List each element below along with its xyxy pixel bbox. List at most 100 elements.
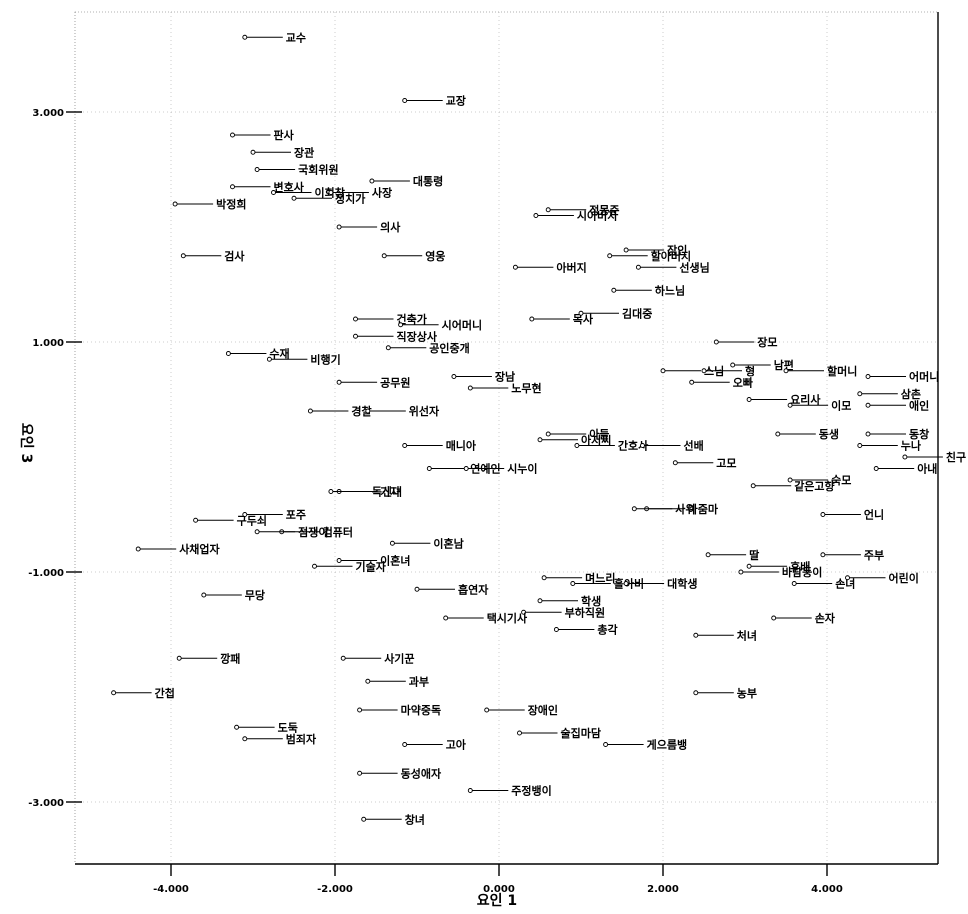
point-marker bbox=[353, 333, 358, 339]
x-tick-label: 0.000 bbox=[483, 884, 515, 895]
point-marker bbox=[771, 615, 777, 621]
data-point: 처녀 bbox=[693, 628, 757, 642]
x-tick-label: -4.000 bbox=[153, 884, 189, 895]
point-marker bbox=[623, 247, 629, 253]
data-point: 시누이 bbox=[463, 462, 538, 476]
point-label: 건축가 bbox=[397, 312, 427, 326]
point-marker bbox=[307, 408, 313, 414]
data-point: 형 bbox=[701, 364, 755, 378]
point-label: 누나 bbox=[901, 439, 921, 453]
point-label: 경찰 bbox=[351, 404, 371, 418]
point-marker bbox=[746, 563, 752, 569]
point-marker bbox=[328, 489, 334, 494]
point-label: 위선자 bbox=[409, 404, 440, 418]
point-marker bbox=[820, 512, 826, 517]
point-label: 딸 bbox=[749, 548, 759, 562]
data-point: 삼촌 bbox=[857, 387, 921, 401]
data-point: 정치가 bbox=[291, 191, 365, 205]
data-point: 손녀 bbox=[791, 577, 855, 591]
point-marker bbox=[820, 552, 826, 558]
data-point: 아들 bbox=[545, 427, 609, 441]
point-marker bbox=[603, 742, 609, 747]
data-point: 장애인 bbox=[484, 703, 558, 717]
point-marker bbox=[242, 34, 248, 40]
point-marker bbox=[402, 742, 408, 747]
point-marker bbox=[631, 506, 637, 512]
point-marker bbox=[467, 385, 473, 391]
point-label: 고아 bbox=[446, 738, 467, 752]
data-point: 건축가 bbox=[353, 312, 427, 326]
data-point: 고아 bbox=[402, 738, 467, 752]
point-marker bbox=[180, 253, 186, 259]
point-marker bbox=[902, 454, 908, 460]
data-point: 할아버지 bbox=[607, 249, 691, 263]
data-point: 무당 bbox=[201, 588, 265, 602]
point-marker bbox=[574, 443, 580, 448]
data-point: 하느님 bbox=[611, 283, 685, 297]
y-axis-label: 요인 3 bbox=[18, 423, 35, 463]
point-marker bbox=[693, 632, 699, 638]
point-label: 애인 bbox=[909, 398, 929, 412]
point-marker bbox=[242, 512, 248, 517]
point-marker bbox=[750, 483, 756, 489]
point-marker bbox=[414, 586, 420, 592]
point-label: 기자 bbox=[380, 485, 401, 499]
point-label: 할아버지 bbox=[651, 249, 691, 263]
data-point: 고모 bbox=[672, 457, 737, 470]
data-point: 포주 bbox=[242, 509, 306, 522]
data-point: 직장상사 bbox=[353, 329, 438, 343]
point-label: 포주 bbox=[286, 509, 306, 522]
point-label: 사위 bbox=[675, 502, 695, 516]
point-marker bbox=[250, 149, 256, 155]
point-label: 아내 bbox=[917, 462, 937, 476]
point-marker bbox=[242, 736, 248, 742]
point-marker bbox=[230, 184, 235, 190]
data-point: 김대중 bbox=[578, 306, 652, 320]
data-point: 할머니 bbox=[783, 364, 857, 378]
point-marker bbox=[746, 397, 752, 402]
point-marker bbox=[672, 460, 678, 466]
point-label: 동성애자 bbox=[401, 766, 442, 780]
point-marker bbox=[611, 287, 617, 293]
data-point: 대학생 bbox=[623, 577, 697, 591]
data-point: 술집마담 bbox=[517, 726, 601, 740]
point-label: 대학생 bbox=[667, 577, 697, 591]
point-marker bbox=[291, 195, 297, 201]
point-label: 총각 bbox=[597, 623, 617, 637]
point-label: 도둑 bbox=[278, 721, 298, 734]
data-point: 도둑 bbox=[234, 721, 298, 734]
data-point: 흡연자 bbox=[414, 582, 489, 596]
point-marker bbox=[365, 678, 371, 684]
data-point: 장남 bbox=[451, 370, 515, 384]
data-point: 택시기사 bbox=[443, 611, 528, 625]
point-label: 국회위원 bbox=[298, 163, 338, 177]
data-point: 요리사 bbox=[746, 393, 821, 407]
data-point: 구두쇠 bbox=[193, 513, 267, 527]
y-tick-label: -3.000 bbox=[28, 798, 64, 809]
point-label: 부하직원 bbox=[565, 605, 605, 619]
point-marker bbox=[701, 368, 707, 374]
point-marker bbox=[426, 466, 432, 471]
point-marker bbox=[521, 609, 527, 615]
point-label: 남편 bbox=[774, 358, 794, 372]
point-marker bbox=[340, 655, 346, 661]
point-label: 게으름뱅 bbox=[647, 738, 687, 752]
point-marker bbox=[713, 339, 719, 345]
point-marker bbox=[357, 707, 363, 713]
point-marker bbox=[357, 770, 363, 776]
point-marker bbox=[172, 201, 178, 207]
point-marker bbox=[381, 253, 387, 259]
point-label: 동창 bbox=[909, 427, 929, 441]
point-marker bbox=[266, 356, 272, 362]
point-marker bbox=[640, 443, 645, 448]
point-label: 장관 bbox=[294, 145, 314, 159]
point-marker bbox=[193, 517, 199, 523]
point-label: 장애인 bbox=[528, 703, 558, 717]
point-marker bbox=[730, 362, 736, 368]
point-label: 직장상사 bbox=[397, 329, 438, 343]
data-point: 동창 bbox=[865, 427, 929, 441]
data-point: 애인 bbox=[865, 398, 929, 412]
data-point: 사채업자 bbox=[135, 542, 221, 556]
point-marker bbox=[787, 477, 793, 483]
data-point: 주부 bbox=[820, 549, 884, 562]
